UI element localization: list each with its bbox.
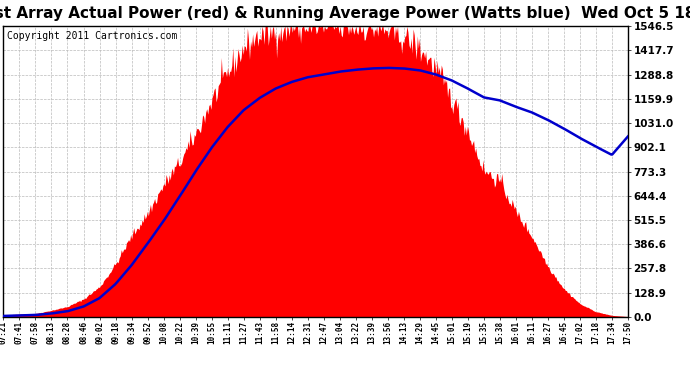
Text: West Array Actual Power (red) & Running Average Power (Watts blue)  Wed Oct 5 18: West Array Actual Power (red) & Running … bbox=[0, 6, 690, 21]
Text: Copyright 2011 Cartronics.com: Copyright 2011 Cartronics.com bbox=[7, 31, 177, 40]
